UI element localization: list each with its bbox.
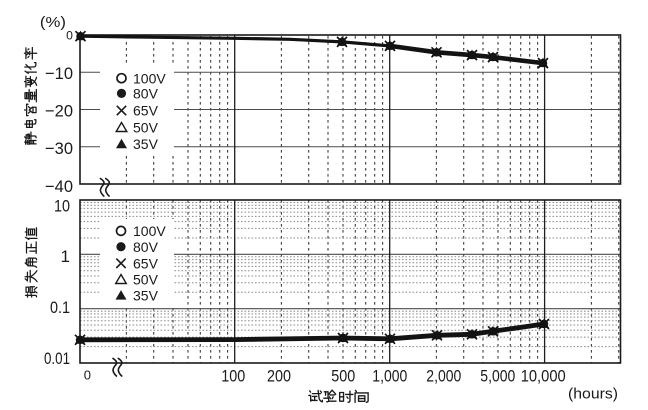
svg-text:(%): (%) bbox=[40, 14, 66, 31]
svg-text:−40: −40 bbox=[45, 177, 73, 196]
svg-text:100: 100 bbox=[221, 366, 245, 385]
svg-text:65V: 65V bbox=[133, 103, 159, 119]
svg-text:5,000: 5,000 bbox=[480, 366, 515, 385]
svg-text:0.01: 0.01 bbox=[44, 349, 70, 368]
svg-text:0.1: 0.1 bbox=[50, 298, 70, 317]
svg-text:0: 0 bbox=[66, 29, 73, 43]
svg-text:1,000: 1,000 bbox=[372, 366, 407, 385]
svg-text:35V: 35V bbox=[133, 288, 159, 304]
svg-text:2,000: 2,000 bbox=[426, 366, 461, 385]
svg-text:(hours): (hours) bbox=[568, 386, 618, 403]
svg-text:10,000: 10,000 bbox=[521, 366, 566, 385]
svg-text:35V: 35V bbox=[133, 136, 159, 152]
svg-text:10: 10 bbox=[54, 197, 70, 216]
svg-text:1: 1 bbox=[61, 247, 70, 266]
svg-text:50V: 50V bbox=[133, 120, 159, 136]
svg-text:80V: 80V bbox=[133, 86, 159, 102]
svg-text:200: 200 bbox=[267, 366, 291, 385]
svg-text:65V: 65V bbox=[133, 255, 159, 271]
svg-text:−10: −10 bbox=[45, 64, 73, 83]
svg-text:100V: 100V bbox=[133, 223, 166, 239]
svg-text:500: 500 bbox=[331, 366, 355, 385]
svg-text:−30: −30 bbox=[45, 139, 73, 158]
svg-text:100V: 100V bbox=[133, 70, 166, 86]
svg-text:50V: 50V bbox=[133, 272, 159, 288]
svg-text:−20: −20 bbox=[45, 102, 73, 121]
svg-text:80V: 80V bbox=[133, 239, 159, 255]
svg-text:0: 0 bbox=[84, 368, 91, 383]
